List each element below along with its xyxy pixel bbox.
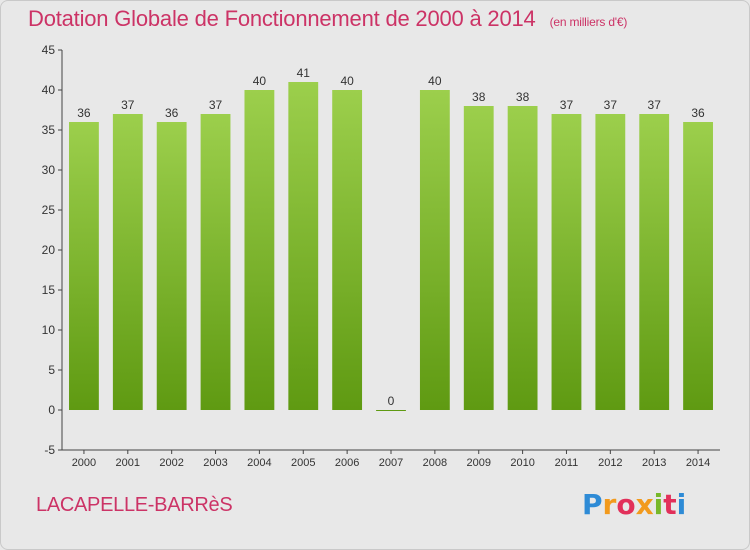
bar	[156, 122, 187, 410]
y-tick-label: 10	[42, 323, 56, 337]
y-tick-label: 0	[48, 403, 55, 417]
logo-letter: i	[653, 488, 664, 521]
bar-value-label: 40	[340, 74, 354, 88]
bar-value-label: 37	[560, 98, 574, 112]
x-tick-label: 2013	[642, 457, 666, 469]
logo-letter: t	[663, 488, 677, 521]
y-tick-label: 40	[42, 83, 56, 97]
proxiti-logo[interactable]: Proxiti	[582, 488, 686, 521]
bar-value-label: 36	[165, 106, 179, 120]
y-tick-label: 30	[42, 163, 56, 177]
x-tick-label: 2008	[423, 457, 447, 469]
bar	[376, 410, 406, 411]
bar	[507, 106, 538, 410]
logo-letter: o	[616, 488, 636, 521]
bar	[200, 114, 231, 410]
chart-title: Dotation Globale de Fonctionnement de 20…	[28, 6, 627, 32]
bar	[69, 122, 99, 410]
chart-title-text: Dotation Globale de Fonctionnement de 20…	[28, 6, 536, 31]
bar-value-label: 36	[77, 106, 91, 120]
bar	[244, 90, 275, 410]
x-tick-label: 2009	[466, 457, 490, 469]
x-tick-label: 2004	[247, 457, 271, 469]
y-tick-label: 20	[42, 243, 56, 257]
bar	[595, 114, 626, 410]
x-tick-label: 2011	[555, 457, 579, 469]
x-tick-label: 2003	[203, 457, 227, 469]
x-tick-label: 2014	[686, 457, 710, 469]
bar-value-label: 37	[121, 98, 135, 112]
bar-value-label: 41	[297, 66, 311, 80]
bar-value-label: 0	[388, 394, 395, 408]
bar	[288, 82, 319, 410]
bar-value-label: 40	[428, 74, 442, 88]
bar	[332, 90, 363, 410]
bar	[551, 114, 582, 410]
y-tick-label: 25	[42, 203, 56, 217]
y-tick-label: 15	[42, 283, 56, 297]
x-tick-label: 2006	[335, 457, 359, 469]
chart-data-labels: 36 37 36 37 40 41 40 0 40 38 38 37 37 37 36	[77, 66, 705, 408]
x-tick-label: 2002	[159, 457, 183, 469]
x-tick-label: 2010	[510, 457, 534, 469]
logo-letter: x	[635, 488, 654, 521]
bar-value-label: 37	[648, 98, 662, 112]
y-tick-label: 45	[42, 43, 56, 57]
bar-value-label: 40	[253, 74, 267, 88]
logo-letter: r	[602, 488, 617, 521]
bar	[683, 122, 713, 410]
bar-value-label: 38	[516, 90, 530, 104]
chart-axes: -5 0 5 10 15 20 25 30 35 40 45 2000 2001 2002 2003 2004…	[42, 43, 720, 469]
bar-value-label: 37	[209, 98, 223, 112]
commune-name: LACAPELLE-BARRèS	[36, 494, 233, 516]
logo-letter: i	[676, 488, 687, 521]
bar-value-label: 37	[604, 98, 618, 112]
bar	[112, 114, 143, 410]
bar-value-label: 38	[472, 90, 486, 104]
chart-subtitle: (en milliers d'€)	[549, 15, 628, 29]
x-tick-label: 2001	[116, 457, 140, 469]
y-tick-label: 5	[48, 363, 55, 377]
logo-letter: P	[582, 488, 603, 521]
bar-value-label: 36	[691, 106, 705, 120]
bar	[463, 106, 494, 410]
x-tick-label: 2012	[598, 457, 622, 469]
x-tick-label: 2005	[291, 457, 315, 469]
x-tick-label: 2007	[379, 457, 403, 469]
x-tick-label: 2000	[72, 457, 96, 469]
y-tick-label: -5	[44, 443, 55, 457]
y-tick-label: 35	[42, 123, 56, 137]
bar	[419, 90, 450, 410]
chart-bars	[69, 82, 713, 411]
bar	[639, 114, 670, 410]
